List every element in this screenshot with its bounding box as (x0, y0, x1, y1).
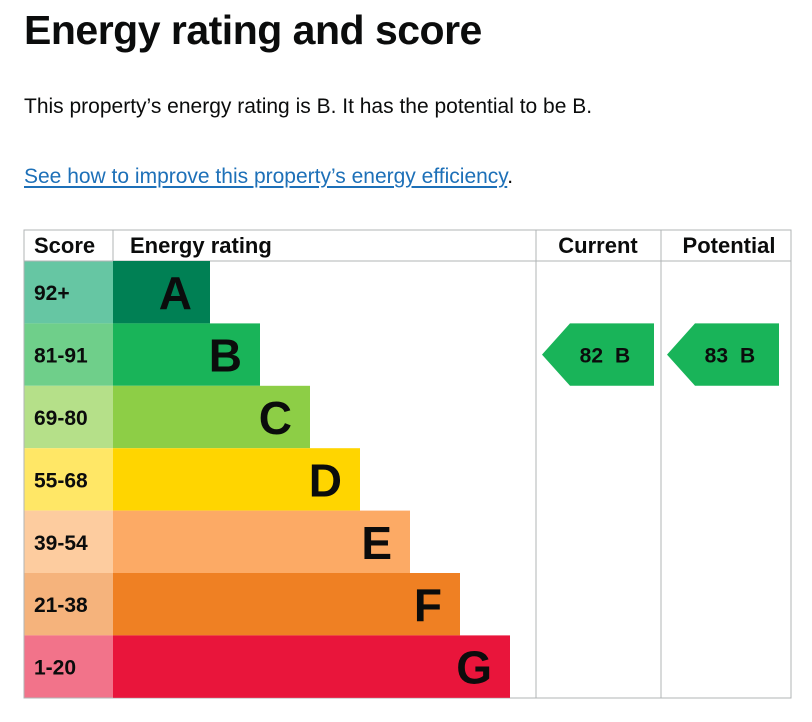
score-range-g: 1-20 (34, 657, 76, 680)
potential-band: B (740, 345, 755, 368)
chart-background (24, 261, 113, 698)
header-potential: Potential (683, 233, 776, 258)
score-range-d: 55-68 (34, 469, 88, 492)
band-letter-c: C (259, 392, 292, 444)
band-letter-a: A (159, 267, 192, 319)
score-cell-d (24, 448, 113, 511)
band-letter-e: E (361, 517, 392, 569)
page-title: Energy rating and score (24, 7, 482, 53)
score-cell-a (24, 261, 113, 324)
score-range-e: 39-54 (34, 532, 88, 555)
score-cell-f (24, 573, 113, 636)
band-bar-e (113, 510, 410, 573)
rating-bands: 92+ A 81-91 B 69-80 C 55-68 D 39-54 E 21-38 F 1-20 G (34, 261, 510, 698)
band-bar-g (113, 635, 510, 698)
score-range-a: 92+ (34, 282, 70, 305)
score-cell-g (24, 635, 113, 698)
band-letter-f: F (414, 579, 442, 631)
current-arrow (542, 323, 654, 386)
current-band: B (615, 345, 630, 368)
current-score: 82 (580, 345, 603, 368)
link-suffix: . (507, 165, 514, 188)
band-bar-c (113, 385, 310, 449)
score-range-c: 69-80 (34, 407, 88, 430)
improve-link-line: See how to improve this property’s energ… (24, 163, 513, 191)
improve-efficiency-link[interactable]: See how to improve this property’s energ… (24, 165, 508, 188)
header-energy-rating: Energy rating (130, 233, 272, 258)
score-cell-b (24, 323, 113, 386)
band-letter-g: G (456, 642, 492, 694)
band-bar-f (113, 573, 460, 636)
header-current: Current (558, 233, 638, 258)
header-score: Score (34, 233, 95, 258)
score-range-f: 21-38 (34, 594, 88, 617)
band-letter-b: B (209, 330, 242, 382)
rating-summary: This property’s energy rating is B. It h… (24, 95, 593, 118)
band-bar-d (113, 448, 360, 511)
band-bar-b (113, 323, 260, 386)
band-bar-a (113, 261, 210, 324)
band-letter-d: D (309, 454, 342, 506)
rating-arrows: 82 B 83 B (542, 323, 779, 386)
score-cell-e (24, 510, 113, 573)
potential-score: 83 (705, 345, 728, 368)
score-range-b: 81-91 (34, 345, 88, 368)
potential-arrow (667, 323, 779, 386)
score-cell-c (24, 385, 113, 449)
